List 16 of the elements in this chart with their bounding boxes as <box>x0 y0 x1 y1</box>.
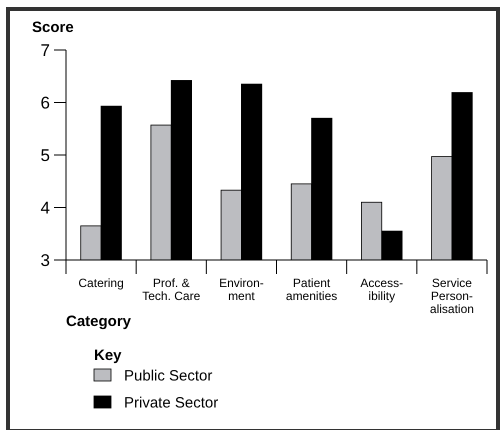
x-tick-label: Catering <box>78 276 124 290</box>
x-tick-label: Environ- ment <box>219 276 264 303</box>
y-tick-label: 3 <box>40 250 50 270</box>
y-tick-label: 4 <box>40 198 50 218</box>
y-tick-label: 5 <box>40 146 50 165</box>
x-axis-title: Category <box>66 313 132 330</box>
x-tick-label: Access- ibility <box>360 276 404 303</box>
y-axis-title: Score <box>32 19 74 36</box>
x-tick-label: Patient amenities <box>286 276 338 303</box>
legend-label: Private Sector <box>124 394 218 412</box>
x-tick-label: Prof. & Tech. Care <box>142 276 201 303</box>
legend-label: Public Sector <box>124 367 212 384</box>
x-tick-label: Service Person- alisation <box>430 276 474 316</box>
y-tick-label: 6 <box>40 93 50 112</box>
y-tick-label: 7 <box>40 40 50 60</box>
legend-title: Key <box>94 347 122 364</box>
